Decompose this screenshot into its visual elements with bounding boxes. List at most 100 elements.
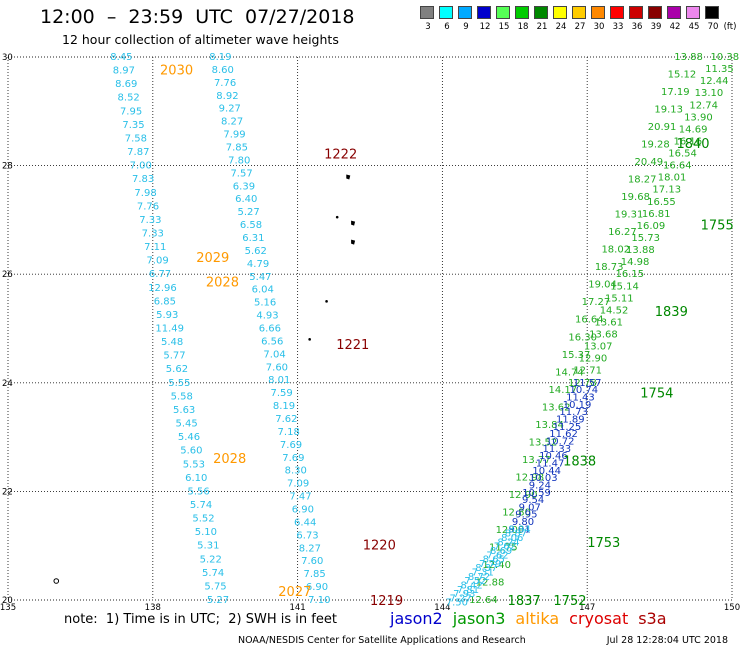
wave-height-value: 5.62 (166, 364, 188, 375)
wave-height-value: 5.52 (192, 514, 214, 525)
wave-height-value: 7.59 (270, 388, 292, 399)
wave-height-value: 19.28 (641, 140, 670, 151)
wave-height-value: 10.74 (570, 385, 599, 396)
wave-height-value: 6.77 (149, 269, 171, 280)
wave-height-value: 20.49 (635, 157, 664, 168)
wave-height-value: 6.40 (235, 194, 257, 205)
wave-height-value: 8.45 (110, 52, 132, 63)
wave-height-value: 10.03 (529, 473, 558, 484)
wave-height-value: 4.93 (256, 311, 278, 322)
wave-height-value: 8.27 (221, 117, 243, 128)
scale-label: 6 (444, 22, 450, 32)
wave-height-value: 12.90 (509, 490, 538, 501)
wave-height-value: 5.53 (183, 459, 205, 470)
wave-height-value: 5.77 (163, 351, 185, 362)
wave-height-value: 15.73 (631, 233, 660, 244)
wave-height-value: 9.54 (522, 495, 544, 506)
wave-height-value: 8.52 (118, 93, 140, 104)
wave-height-value: 5.22 (200, 554, 222, 565)
legend-s3a: s3a (638, 609, 667, 628)
scale-label: 18 (517, 22, 529, 32)
lon-tick-label: 141 (289, 603, 305, 612)
wave-height-value: 7.62 (275, 414, 297, 425)
scale-label: 27 (574, 22, 586, 32)
wave-height-value: 11.49 (155, 324, 184, 335)
pass-time-label: 1837 (508, 594, 541, 609)
wave-height-value: 7.60 (266, 362, 288, 373)
scale-swatch (420, 6, 434, 19)
wave-height-value: 16.15 (616, 269, 645, 280)
wave-height-value: 16.16 (674, 136, 703, 147)
wave-height-value: 18.73 (595, 262, 624, 273)
wave-height-value: 15.11 (605, 293, 634, 304)
lat-lon-grid (7, 56, 733, 601)
wave-height-value: 12.64 (469, 595, 498, 606)
island-marker (351, 239, 356, 245)
wave-height-value: 11.25 (553, 422, 582, 433)
wave-height-value: 7.09 (287, 479, 309, 490)
wave-height-value: 7.76 (137, 201, 159, 212)
wave-height-value: 7.60 (301, 556, 323, 567)
wave-height-value: 7.18 (278, 427, 300, 438)
scale-swatch (591, 6, 605, 19)
wave-height-value: 5.74 (190, 500, 212, 511)
island-marker (351, 220, 356, 226)
lat-tick-label: 22 (2, 487, 13, 497)
wave-height-value: 5.47 (249, 272, 271, 283)
note-text: note: 1) Time is in UTC; 2) SWH is in fe… (64, 612, 337, 627)
island-marker (53, 578, 60, 584)
wave-height-value: 7.62 (486, 550, 508, 561)
wave-height-value: 12.88 (476, 577, 505, 588)
pass-time-label: 1839 (655, 305, 688, 320)
wave-height-value: 9.24 (529, 480, 551, 491)
island-marker (335, 215, 339, 219)
wave-height-value: 11.33 (542, 444, 571, 455)
wave-height-value: 11.89 (556, 414, 585, 425)
wave-height-value: 5.10 (195, 527, 217, 538)
scale-label: 9 (463, 22, 469, 32)
scale-label: 21 (536, 22, 548, 32)
pass-time-label: 1220 (363, 539, 396, 554)
pass-time-label: 1221 (336, 338, 369, 353)
wave-height-value: 8.72 (468, 572, 490, 583)
scale-unit: (ft) (723, 22, 737, 32)
wave-height-value: 13.10 (695, 88, 724, 99)
wave-height-value: 13.77 (522, 455, 551, 466)
wave-height-value: 8.69 (490, 546, 512, 557)
wave-height-value: 7.50 (446, 598, 468, 609)
wave-height-value: 6.85 (154, 296, 176, 307)
wave-height-value: 10.46 (539, 451, 568, 462)
wave-height-value: 12.90 (579, 354, 608, 365)
pass-time-labels: 2030 2029 2028 2028 2027 1222 1221 1220 1219 1840… (160, 64, 734, 610)
scale-label: 3 (425, 22, 431, 32)
wave-height-value: 9.95 (515, 510, 537, 521)
scale-swatch (572, 6, 586, 19)
wave-height-value: 8.30 (285, 466, 307, 477)
wave-height-value: 10.44 (532, 466, 561, 477)
wave-height-value: 7.11 (144, 242, 166, 253)
wave-height-value: 7.76 (214, 78, 236, 89)
map-title: 12:00 – 23:59 UTC 07/27/2018 (40, 6, 355, 28)
wave-height-value: 14.69 (679, 124, 708, 135)
pass-time-label: 2027 (278, 585, 311, 600)
scale-label: 33 (612, 22, 624, 32)
wave-height-value: 5.31 (197, 541, 219, 552)
wave-height-value: 7.58 (125, 133, 147, 144)
wave-height-value: 10.72 (546, 436, 575, 447)
wave-height-value: 9.01 (508, 524, 530, 535)
lon-tick-label: 150 (724, 603, 740, 612)
lat-tick-label: 30 (2, 53, 13, 63)
wave-height-value: 8.19 (209, 52, 231, 63)
wave-height-value: 13.84 (535, 420, 564, 431)
footer-timestamp: Jul 28 12:28:04 UTC 2018 (606, 635, 728, 646)
wave-height-value: 7.99 (223, 130, 245, 141)
wave-height-value: 5.48 (161, 337, 183, 348)
wave-height-value: 13.07 (584, 342, 613, 353)
wave-height-value: 8.19 (273, 401, 295, 412)
wave-height-value: 5.46 (178, 432, 200, 443)
wave-height-value: 7.27 (449, 593, 471, 604)
pass-time-label: 2028 (206, 275, 239, 290)
wave-height-value: 16.81 (642, 209, 671, 220)
scale-swatch (705, 6, 719, 19)
